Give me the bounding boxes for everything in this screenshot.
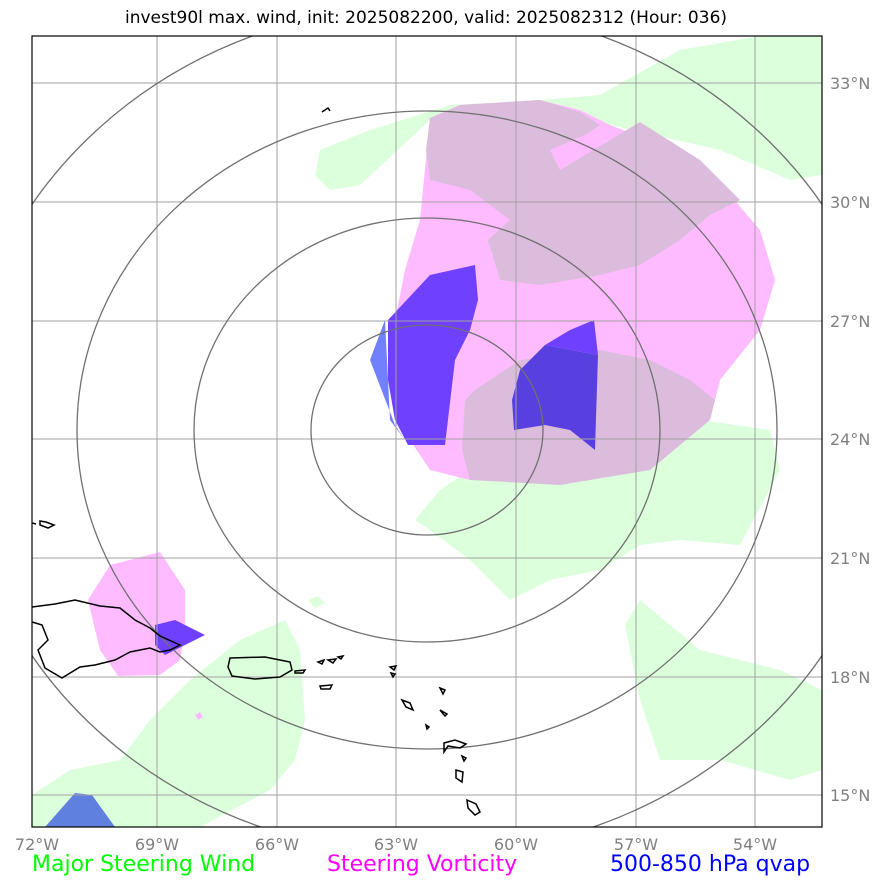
legend-qvap: 500-850 hPa qvap — [610, 852, 811, 877]
range-ring-2 — [193, 217, 661, 643]
lon-tick-72w: 72°W — [15, 835, 59, 854]
lat-tick-21n: 21°N — [830, 549, 870, 568]
lon-tick-66w: 66°W — [255, 835, 299, 854]
leeward-islands-coast — [388, 665, 449, 731]
map-frame — [31, 35, 823, 828]
puerto-rico-coast — [227, 656, 293, 680]
range-ring-1 — [310, 324, 544, 536]
lon-tick-57w: 57°W — [614, 835, 658, 854]
hispaniola-coast — [32, 599, 182, 679]
range-rings — [32, 36, 822, 827]
lat-tick-27n: 27°N — [830, 312, 870, 331]
lon-tick-labels: 72°W 69°W 66°W 63°W 60°W 57°W 54°W — [15, 835, 777, 854]
bermuda-coast — [321, 106, 331, 113]
anguilla-coast — [318, 684, 334, 690]
lat-tick-33n: 33°N — [830, 74, 870, 93]
gridlines — [32, 36, 822, 827]
legend-steering-vorticity: Steering Vorticity — [327, 852, 518, 877]
lat-tick-30n: 30°N — [830, 193, 870, 212]
lon-tick-60w: 60°W — [494, 835, 538, 854]
lat-tick-labels: 33°N 30°N 27°N 24°N 21°N 18°N 15°N — [830, 74, 870, 805]
range-ring-3 — [76, 110, 778, 750]
lat-tick-15n: 15°N — [830, 786, 870, 805]
virgin-islands-coast — [294, 654, 345, 674]
bahamas-coast — [32, 520, 56, 529]
coastlines — [32, 106, 481, 816]
lon-tick-69w: 69°W — [135, 835, 179, 854]
lat-tick-18n: 18°N — [830, 668, 870, 687]
lon-tick-63w: 63°W — [374, 835, 418, 854]
qvap-area — [45, 265, 598, 827]
map-title: invest90l max. wind, init: 2025082200, v… — [124, 8, 728, 28]
lon-tick-54w: 54°W — [733, 835, 777, 854]
legend-steering-wind: Major Steering Wind — [32, 852, 256, 877]
lat-tick-24n: 24°N — [830, 430, 870, 449]
windward-islands-coast — [443, 739, 481, 816]
